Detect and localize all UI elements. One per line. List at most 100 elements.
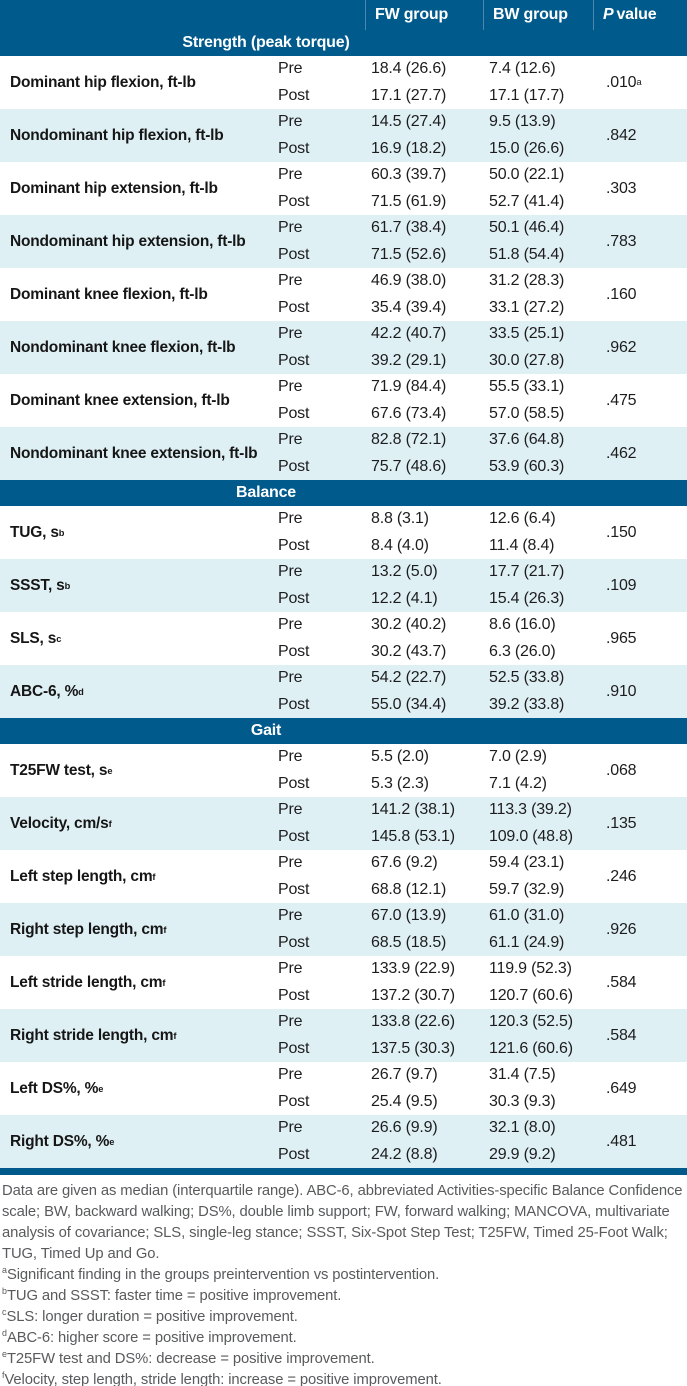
bw-pre-value: 9.5 (13.9) [489, 113, 556, 131]
bw-pre-value: 50.1 (46.4) [489, 219, 565, 237]
pre-post-column: Pre Post [270, 665, 365, 718]
bw-post-value: 15.4 (26.3) [489, 589, 565, 607]
p-value: .584 [593, 1009, 687, 1062]
row-label: Right step length, cm f [10, 920, 167, 938]
row-label-text: Velocity, cm/s [10, 814, 109, 832]
bw-post-value: 57.0 (58.5) [489, 404, 565, 422]
p-value-text: .783 [606, 232, 637, 250]
post-label: Post [278, 827, 310, 845]
row-label: Right stride length, cm f [10, 1026, 177, 1044]
bw-pre-value: 31.2 (28.3) [489, 272, 565, 290]
post-label: Post [278, 1039, 310, 1057]
header-bw-group: BW group [483, 0, 593, 30]
row-label-text: Left DS%, % [10, 1079, 99, 1097]
p-value: .246 [593, 850, 687, 903]
fw-values: 67.0 (13.9) 68.5 (18.5) [365, 903, 483, 956]
p-value-text: .475 [606, 391, 637, 409]
fw-post-value: 55.0 (34.4) [371, 695, 447, 713]
fw-values: 26.6 (9.9) 24.2 (8.8) [365, 1115, 483, 1168]
p-value-text: .965 [606, 629, 637, 647]
footnote-superscript: f [2, 1370, 5, 1381]
bw-post-value: 17.1 (17.7) [489, 86, 565, 104]
pre-label: Pre [278, 510, 303, 528]
fw-values: 133.8 (22.6) 137.5 (30.3) [365, 1009, 483, 1062]
table-row: Velocity, cm/s f Pre Post 141.2 (38.1) 145.8 … [0, 797, 687, 850]
bw-values: 113.3 (39.2) 109.0 (48.8) [483, 797, 593, 850]
bw-values: 50.1 (46.4) 51.8 (54.4) [483, 215, 593, 268]
p-value-text: .584 [606, 973, 637, 991]
bw-values: 52.5 (33.8) 39.2 (33.8) [483, 665, 593, 718]
fw-post-value: 8.4 (4.0) [371, 536, 429, 554]
header-p-value: P value [593, 0, 687, 30]
fw-values: 82.8 (72.1) 75.7 (48.6) [365, 427, 483, 480]
table-row: ABC-6, % d Pre Post 54.2 (22.7) 55.0 (34.4) 52… [0, 665, 687, 718]
footnote-superscript: c [2, 1307, 7, 1318]
bw-post-value: 29.9 (9.2) [489, 1145, 556, 1163]
fw-values: 60.3 (39.7) 71.5 (61.9) [365, 162, 483, 215]
table-footnotes: Data are given as median (interquartile … [0, 1175, 687, 1386]
pre-label: Pre [278, 1119, 303, 1137]
lettered-notes: aSignificant finding in the groups prein… [2, 1265, 683, 1386]
bw-post-value: 51.8 (54.4) [489, 245, 565, 263]
fw-values: 46.9 (38.0) 35.4 (39.4) [365, 268, 483, 321]
row-label: Dominant hip extension, ft-lb [0, 162, 270, 215]
fw-post-value: 71.5 (52.6) [371, 245, 447, 263]
row-label-text: TUG, s [10, 523, 59, 541]
fw-values: 67.6 (9.2) 68.8 (12.1) [365, 850, 483, 903]
p-value: .962 [593, 321, 687, 374]
p-value: .965 [593, 612, 687, 665]
pre-label: Pre [278, 325, 303, 343]
bw-pre-value: 33.5 (25.1) [489, 325, 565, 343]
fw-values: 54.2 (22.7) 55.0 (34.4) [365, 665, 483, 718]
pre-label: Pre [278, 801, 303, 819]
table-row: Dominant knee extension, ft-lb Pre Post 71.… [0, 374, 687, 427]
row-label: Dominant knee flexion, ft-lb [0, 268, 270, 321]
p-italic-label: P [603, 6, 614, 23]
footnote: fVelocity, step length, stride length: i… [2, 1370, 683, 1386]
p-value: .475 [593, 374, 687, 427]
row-label-text: Nondominant knee extension, ft-lb [10, 444, 258, 462]
pre-post-column: Pre Post [270, 374, 365, 427]
fw-post-value: 35.4 (39.4) [371, 298, 447, 316]
pre-post-column: Pre Post [270, 1115, 365, 1168]
table-row: Left stride length, cm f Pre Post 133.9 (22.… [0, 956, 687, 1009]
pre-post-column: Pre Post [270, 427, 365, 480]
pre-post-column: Pre Post [270, 56, 365, 109]
bw-post-value: 6.3 (26.0) [489, 642, 556, 660]
post-label: Post [278, 695, 310, 713]
post-label: Post [278, 589, 310, 607]
row-label-text: SLS, s [10, 629, 57, 647]
post-label: Post [278, 86, 310, 104]
footnote-superscript: e [2, 1349, 7, 1360]
p-value: .135 [593, 797, 687, 850]
p-value-text: .303 [606, 179, 637, 197]
table-row: Nondominant hip extension, ft-lb Pre Post 6… [0, 215, 687, 268]
table-row: Right DS%, % e Pre Post 26.6 (9.9) 24.2 (8.8)… [0, 1115, 687, 1168]
fw-values: 18.4 (26.6) 17.1 (27.7) [365, 56, 483, 109]
fw-pre-value: 42.2 (40.7) [371, 325, 447, 343]
pre-post-column: Pre Post [270, 797, 365, 850]
pre-label: Pre [278, 669, 303, 687]
bw-post-value: 11.4 (8.4) [489, 536, 555, 554]
p-value-text: .926 [606, 920, 637, 938]
bw-pre-value: 32.1 (8.0) [489, 1119, 556, 1137]
row-label-text: Nondominant knee flexion, ft-lb [10, 338, 236, 356]
row-label-text: ABC-6, % [10, 682, 79, 700]
p-value: .109 [593, 559, 687, 612]
footnote-text: TUG and SSST: faster time = positive imp… [6, 1288, 342, 1304]
row-label: Nondominant knee extension, ft-lb [0, 427, 270, 480]
p-value-text: .068 [606, 761, 637, 779]
pre-label: Pre [278, 563, 303, 581]
bw-values: 55.5 (33.1) 57.0 (58.5) [483, 374, 593, 427]
bw-values: 61.0 (31.0) 61.1 (24.9) [483, 903, 593, 956]
pre-label: Pre [278, 748, 303, 766]
row-label-text: T25FW test, s [10, 761, 108, 779]
fw-values: 14.5 (27.4) 16.9 (18.2) [365, 109, 483, 162]
general-note: Data are given as median (interquartile … [2, 1183, 683, 1262]
table-row: T25FW test, s e Pre Post 5.5 (2.0) 5.3 (2.3) 7… [0, 744, 687, 797]
bw-values: 32.1 (8.0) 29.9 (9.2) [483, 1115, 593, 1168]
table-row: Right stride length, cm f Pre Post 133.8 (22… [0, 1009, 687, 1062]
p-value: .010 a [606, 73, 642, 91]
fw-post-value: 17.1 (27.7) [371, 86, 447, 104]
